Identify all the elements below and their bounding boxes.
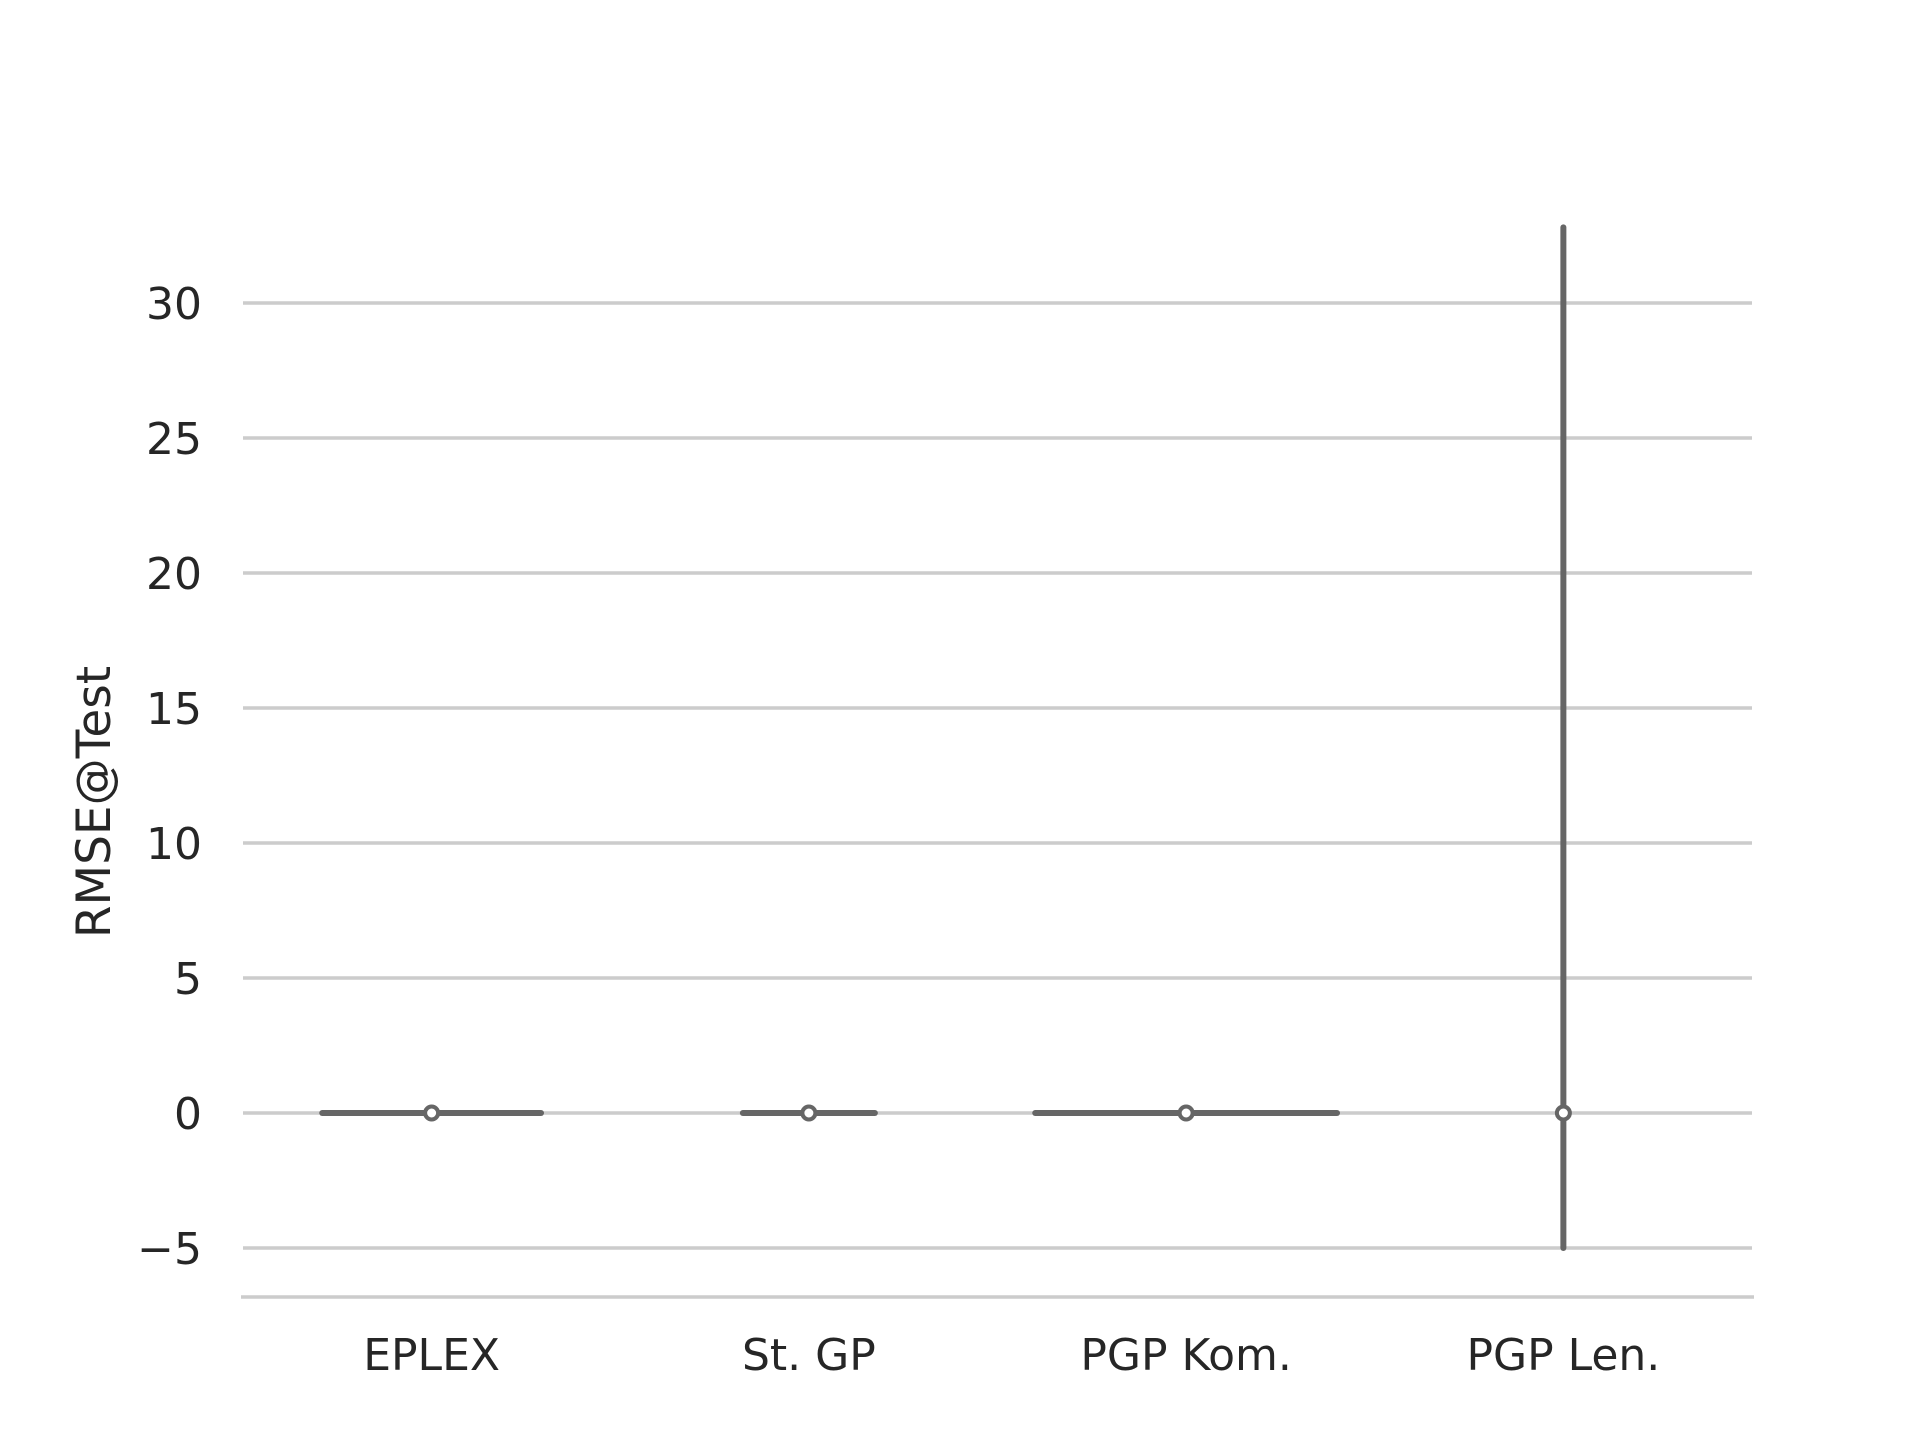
y-tick-label-3: 10 [146, 819, 202, 870]
y-tick-labels: −5 0 5 10 15 20 25 30 [137, 279, 202, 1275]
x-tick-label-1: St. GP [742, 1330, 876, 1381]
y-tick-label-1: 0 [174, 1089, 202, 1140]
median-dot-3 [1554, 1104, 1572, 1122]
y-tick-label-7: 30 [146, 279, 202, 330]
y-tick-label-6: 25 [146, 414, 202, 465]
y-axis-label: RMSE@Test [67, 666, 122, 938]
y-tick-label-4: 15 [146, 684, 202, 735]
median-dot-1 [800, 1104, 818, 1122]
y-tick-label-2: 5 [174, 954, 202, 1005]
violin-layer [319, 224, 1572, 1251]
x-tick-label-0: EPLEX [363, 1330, 500, 1381]
x-tick-label-2: PGP Kom. [1080, 1330, 1292, 1381]
y-tick-label-0: −5 [137, 1224, 202, 1275]
x-tick-labels: EPLEX St. GP PGP Kom. PGP Len. [363, 1330, 1660, 1381]
grid-layer [243, 301, 1752, 1250]
x-tick-label-3: PGP Len. [1466, 1330, 1660, 1381]
median-dot-2 [1177, 1104, 1195, 1122]
median-dot-0 [423, 1104, 441, 1122]
y-tick-label-5: 20 [146, 549, 202, 600]
